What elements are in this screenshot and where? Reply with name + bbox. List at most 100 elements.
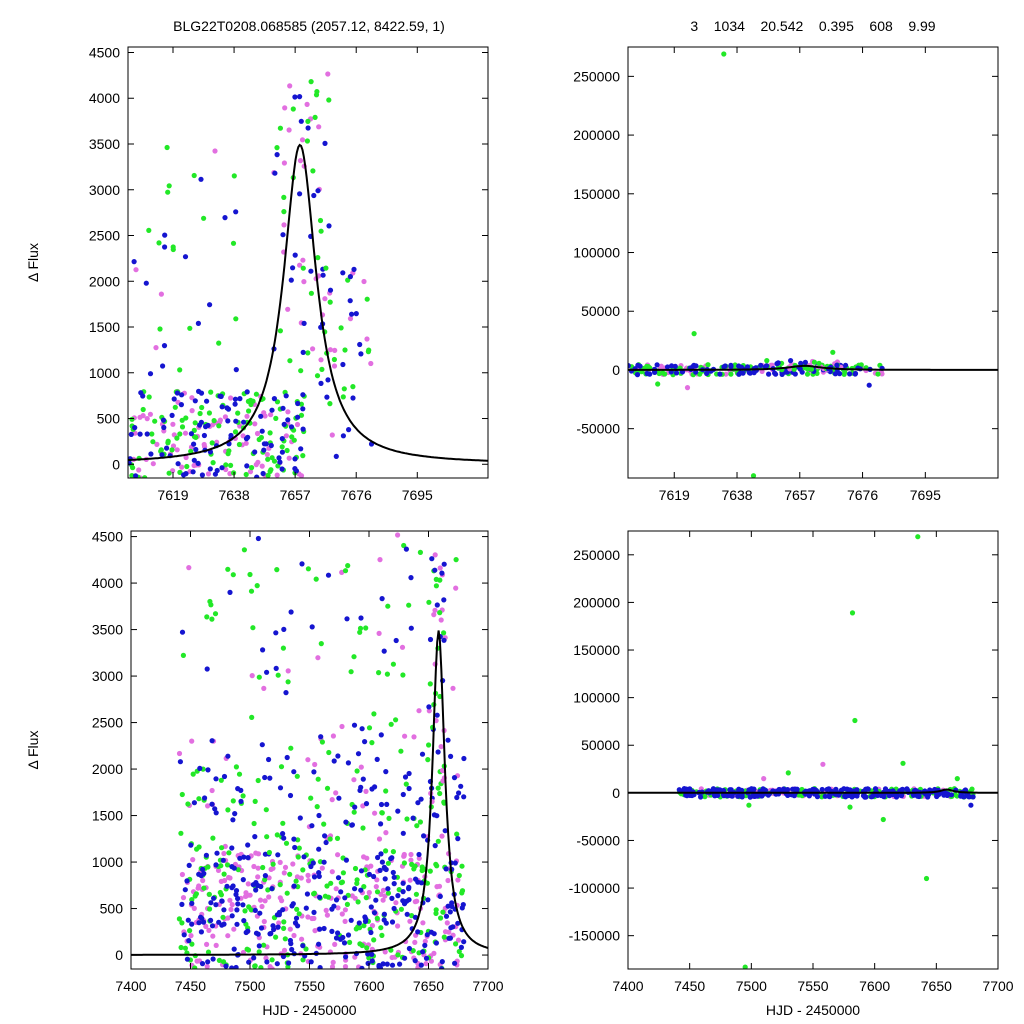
data-point <box>291 106 296 111</box>
data-point <box>159 292 164 297</box>
data-point <box>875 371 880 376</box>
data-point <box>440 910 445 915</box>
data-point <box>693 363 698 368</box>
data-point <box>233 316 238 321</box>
data-point <box>207 906 212 911</box>
data-point <box>444 866 449 871</box>
data-point <box>257 675 262 680</box>
data-point <box>267 776 272 781</box>
data-point <box>442 935 447 940</box>
x-tick-label: 7676 <box>341 487 372 503</box>
data-point <box>873 786 878 791</box>
data-point <box>356 899 361 904</box>
data-point <box>285 755 290 760</box>
data-point <box>749 786 754 791</box>
data-point <box>129 432 134 437</box>
data-point <box>301 854 306 859</box>
data-point <box>244 472 249 477</box>
data-point <box>335 852 340 857</box>
data-point <box>448 754 453 759</box>
data-point <box>376 670 381 675</box>
data-point <box>407 786 412 791</box>
data-point <box>306 566 311 571</box>
data-point <box>157 326 162 331</box>
data-point <box>325 913 330 918</box>
data-point <box>458 784 463 789</box>
data-point <box>291 901 296 906</box>
data-point <box>208 900 213 905</box>
data-point <box>201 216 206 221</box>
data-point <box>233 419 238 424</box>
y-tick-label: 200000 <box>573 594 620 610</box>
data-point <box>166 439 171 444</box>
data-point <box>441 638 446 643</box>
data-point <box>310 168 315 173</box>
data-point <box>295 401 300 406</box>
data-point <box>305 102 310 107</box>
data-point <box>161 418 166 423</box>
data-point <box>232 947 237 952</box>
data-point <box>673 364 678 369</box>
data-point <box>924 876 929 881</box>
data-point <box>365 297 370 302</box>
data-point <box>711 786 716 791</box>
data-point <box>438 915 443 920</box>
data-point <box>289 609 294 614</box>
data-point <box>793 371 798 376</box>
data-point <box>448 925 453 930</box>
data-point <box>287 456 292 461</box>
data-point <box>165 190 170 195</box>
data-point <box>330 869 335 874</box>
x-tick-label: 7700 <box>472 978 503 994</box>
data-point <box>367 725 372 730</box>
data-point <box>274 666 279 671</box>
data-point <box>369 952 374 957</box>
data-point <box>224 405 229 410</box>
data-point <box>170 422 175 427</box>
data-point <box>310 624 315 629</box>
data-point <box>728 363 733 368</box>
data-point <box>438 894 443 899</box>
data-point <box>199 916 204 921</box>
data-point <box>384 802 389 807</box>
data-point <box>213 776 218 781</box>
data-point <box>205 767 210 772</box>
data-point <box>825 787 830 792</box>
data-point <box>453 941 458 946</box>
data-point <box>140 393 145 398</box>
data-point <box>692 331 697 336</box>
data-point <box>282 870 287 875</box>
x-tick-label: 7550 <box>797 978 828 994</box>
data-point <box>300 453 305 458</box>
data-point <box>386 861 391 866</box>
data-point <box>198 411 203 416</box>
data-point <box>252 421 257 426</box>
data-point <box>435 602 440 607</box>
data-point <box>232 811 237 816</box>
data-point <box>446 936 451 941</box>
data-point <box>237 772 242 777</box>
data-point <box>278 860 283 865</box>
data-point <box>260 865 265 870</box>
data-point <box>346 932 351 937</box>
data-point <box>190 408 195 413</box>
data-point <box>261 471 266 476</box>
data-point <box>311 769 316 774</box>
data-point <box>269 443 274 448</box>
data-point <box>420 949 425 954</box>
data-point <box>241 420 246 425</box>
data-point <box>233 397 238 402</box>
data-point <box>459 890 464 895</box>
data-point <box>295 415 300 420</box>
data-point <box>246 947 251 952</box>
data-point <box>340 911 345 916</box>
data-point <box>210 923 215 928</box>
y-tick-label: -150000 <box>569 928 621 944</box>
data-point <box>207 599 212 604</box>
data-point <box>325 377 330 382</box>
data-point <box>162 244 167 249</box>
data-point <box>429 556 434 561</box>
data-point <box>402 734 407 739</box>
data-point <box>883 786 888 791</box>
data-point <box>411 734 416 739</box>
